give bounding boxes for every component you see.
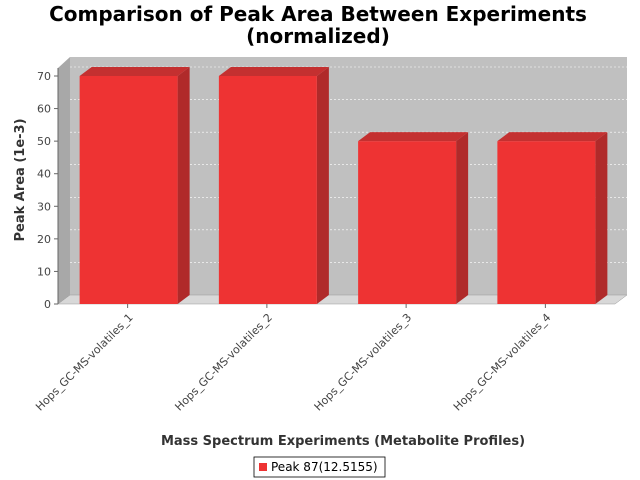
y-tick-label: 30: [37, 200, 51, 213]
legend: Peak 87(12.5155): [253, 456, 386, 478]
bar-top: [358, 132, 469, 142]
bar: [218, 67, 329, 304]
chart-title-line-1: Comparison of Peak Area Between Experime…: [49, 2, 587, 26]
y-tick-label: 60: [37, 103, 51, 116]
bar-front: [497, 141, 596, 304]
x-tick-label: Hops_GC-MS-volatiles_4: [451, 311, 554, 414]
bar-front: [358, 141, 457, 304]
chart-title-line-2: (normalized): [246, 24, 390, 48]
legend-label: Peak 87(12.5155): [271, 460, 378, 474]
bar-side: [456, 132, 469, 304]
bar-top: [497, 132, 608, 142]
legend-box: [253, 456, 386, 478]
chart-title: Comparison of Peak Area Between Experime…: [49, 2, 587, 48]
bar: [497, 132, 608, 304]
y-tick-label: 0: [44, 298, 51, 311]
y-axis-label: Peak Area (1e-3): [13, 118, 28, 241]
x-axis-label: Mass Spectrum Experiments (Metabolite Pr…: [161, 434, 525, 449]
x-tick-label: Hops_GC-MS-volatiles_1: [33, 311, 136, 414]
bar-top: [79, 67, 190, 76]
y-tick-label: 10: [37, 265, 51, 278]
plot-side-wall: [58, 57, 70, 304]
bar: [79, 67, 190, 304]
y-tick-label: 70: [37, 70, 51, 83]
bar-side: [595, 132, 608, 304]
bar-side: [177, 67, 190, 304]
legend-swatch: [259, 463, 267, 471]
bar-front: [79, 76, 178, 304]
bar-front: [218, 76, 317, 304]
plot-back-wall: [70, 57, 627, 295]
y-tick-label: 20: [37, 233, 51, 246]
x-axis: Hops_GC-MS-volatiles_1 Hops_GC-MS-volatil…: [33, 304, 553, 413]
x-tick-label: Hops_GC-MS-volatiles_3: [312, 311, 415, 414]
bars: [79, 67, 608, 304]
x-tick-label: Hops_GC-MS-volatiles_2: [172, 311, 275, 414]
y-tick-label: 50: [37, 135, 51, 148]
bar-side: [316, 67, 329, 304]
bar-top: [218, 67, 329, 76]
y-axis: 0 10 20 30 40 50 60 70: [37, 68, 59, 311]
bar: [358, 132, 469, 304]
y-tick-label: 40: [37, 168, 51, 181]
